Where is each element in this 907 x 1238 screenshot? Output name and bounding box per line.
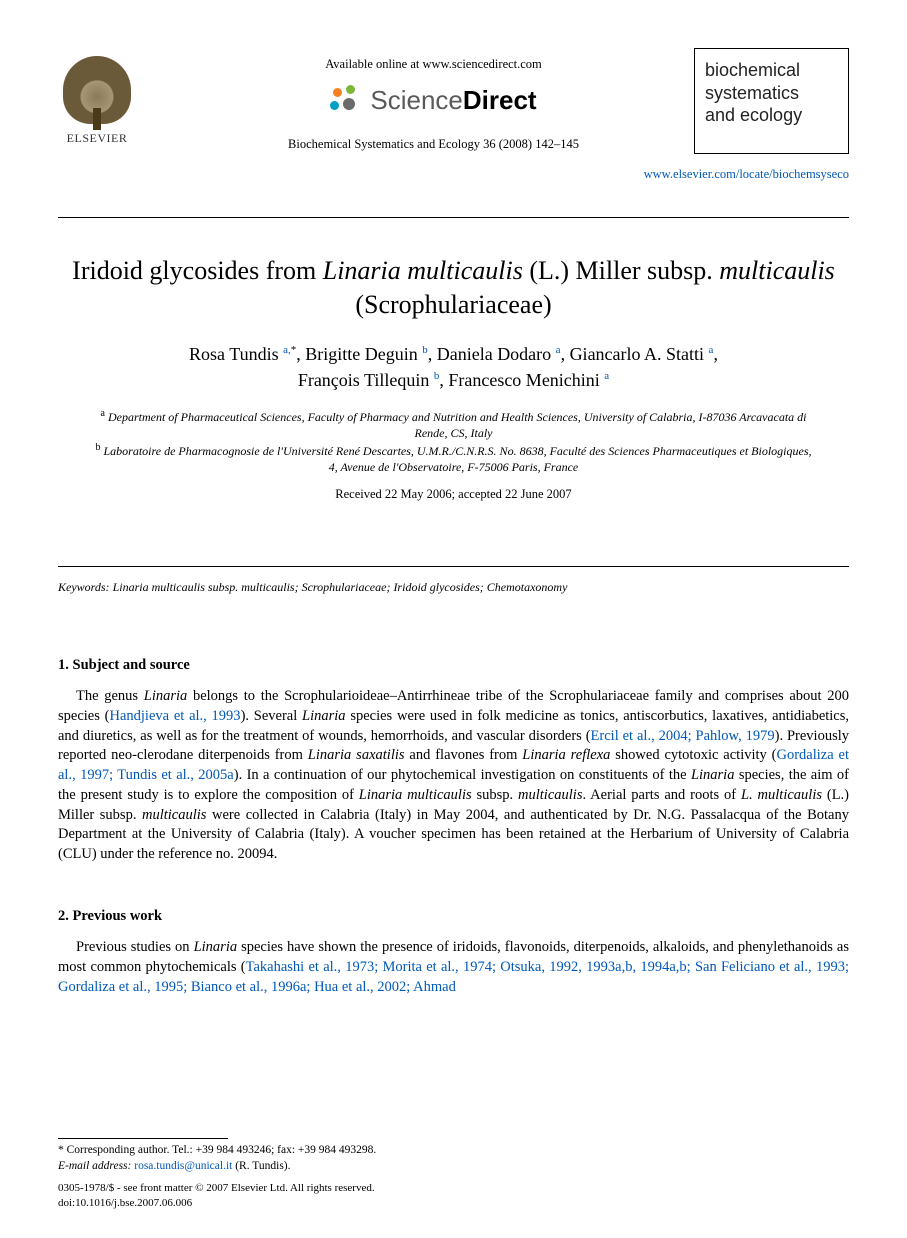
corresponding-author: * Corresponding author. Tel.: +39 984 49… — [58, 1143, 849, 1159]
section-1-paragraph: The genus Linaria belongs to the Scrophu… — [58, 687, 849, 864]
sd-word-light: Science — [370, 85, 463, 115]
journal-box-line: systematics — [705, 82, 838, 105]
citation-link[interactable]: Ercil et al., 2004; Pahlow, 1979 — [591, 728, 775, 744]
author: Rosa Tundis a,* — [189, 344, 296, 364]
sciencedirect-logo: ScienceDirect — [330, 83, 536, 118]
sciencedirect-wordmark: ScienceDirect — [370, 83, 536, 118]
article-dates: Received 22 May 2006; accepted 22 June 2… — [58, 486, 849, 503]
elsevier-tree-icon — [63, 56, 131, 124]
email-link[interactable]: rosa.tundis@unical.it — [134, 1160, 232, 1172]
sciencedirect-dots-icon — [330, 85, 360, 115]
affiliation: b Laboratoire de Pharmacognosie de l'Uni… — [94, 441, 813, 475]
affiliations-block: a Department of Pharmaceutical Sciences,… — [94, 407, 813, 476]
email-label: E-mail address: — [58, 1160, 131, 1172]
sd-word-bold: Direct — [463, 85, 537, 115]
author: Francesco Menichini a — [448, 370, 609, 390]
affiliation-ref[interactable]: a — [556, 344, 561, 356]
authors-block: Rosa Tundis a,*, Brigitte Deguin b, Dani… — [58, 341, 849, 393]
keywords-line: Keywords: Linaria multicaulis subsp. mul… — [58, 579, 849, 595]
affiliation-ref[interactable]: a — [709, 344, 714, 356]
elsevier-logo: ELSEVIER — [58, 56, 136, 146]
page-header: ELSEVIER Available online at www.science… — [58, 48, 849, 218]
affiliation-ref[interactable]: a, — [283, 344, 291, 356]
journal-locate-link[interactable]: www.elsevier.com/locate/biochemsyseco — [644, 166, 849, 183]
author: Giancarlo A. Statti a — [570, 344, 714, 364]
elsevier-label: ELSEVIER — [58, 130, 136, 146]
journal-title-box: biochemical systematics and ecology — [694, 48, 849, 154]
copyright-block: 0305-1978/$ - see front matter © 2007 El… — [58, 1181, 849, 1210]
email-line: E-mail address: rosa.tundis@unical.it (R… — [58, 1159, 849, 1175]
header-center: Available online at www.sciencedirect.co… — [218, 56, 649, 153]
author: François Tillequin b — [298, 370, 440, 390]
author: Daniela Dodaro a — [437, 344, 561, 364]
horizontal-rule — [58, 566, 849, 567]
article-title: Iridoid glycosides from Linaria multicau… — [68, 254, 839, 323]
author: Brigitte Deguin b — [305, 344, 427, 364]
affiliation: a Department of Pharmaceutical Sciences,… — [94, 407, 813, 441]
keywords-text: Linaria multicaulis subsp. multicaulis; … — [110, 580, 568, 594]
citation-link[interactable]: Handjieva et al., 1993 — [109, 708, 240, 724]
copyright-line: 0305-1978/$ - see front matter © 2007 El… — [58, 1181, 849, 1195]
section-2-paragraph: Previous studies on Linaria species have… — [58, 938, 849, 997]
footnotes: * Corresponding author. Tel.: +39 984 49… — [58, 1138, 849, 1176]
journal-box-line: and ecology — [705, 104, 838, 127]
journal-citation-line: Biochemical Systematics and Ecology 36 (… — [218, 136, 649, 153]
journal-box-line: biochemical — [705, 59, 838, 82]
affiliation-ref[interactable]: b — [422, 344, 428, 356]
section-heading-1: 1. Subject and source — [58, 656, 849, 676]
section-heading-2: 2. Previous work — [58, 907, 849, 927]
affiliation-ref[interactable]: b — [434, 370, 440, 382]
keywords-label: Keywords: — [58, 580, 110, 594]
doi-line: doi:10.1016/j.bse.2007.06.006 — [58, 1196, 849, 1210]
available-online-text: Available online at www.sciencedirect.co… — [218, 56, 649, 73]
affiliation-ref[interactable]: a — [604, 370, 609, 382]
